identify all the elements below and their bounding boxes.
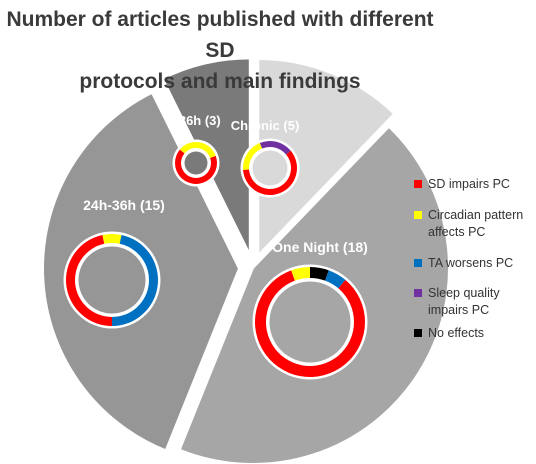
legend-item-no-effects: No effects: [414, 325, 536, 342]
legend-label: SD impairs PC: [428, 177, 510, 191]
donut-segment-ta-worsens-pc: [112, 235, 158, 326]
chart-title: Number of articles published with differ…: [0, 4, 440, 97]
donut-segment-ta-worsens-pc: [325, 270, 346, 289]
donut-segment-circadian-pattern-affects-pc: [291, 267, 310, 281]
legend-label: No effects: [428, 326, 485, 340]
legend-label: Circadian pattern affects PC: [428, 208, 524, 239]
legend-swatch-black: [414, 329, 422, 337]
donut-hole: [269, 281, 351, 363]
donut-inner-edge: [249, 147, 291, 189]
donut-segment-sleep-quality-impairs-pc: [259, 141, 291, 155]
donut-segment-no-effects: [310, 267, 329, 281]
slice-label-gt36: >36h (3): [171, 113, 221, 128]
donut-segment-sd-impairs-pc: [66, 235, 112, 326]
legend-label: Sleep quality impairs PC: [428, 286, 500, 317]
slice-label-chronic: Chronic (5): [231, 118, 300, 133]
pie-slice-chronic: [257, 58, 396, 258]
legend-item-sd-impairs: SD impairs PC: [414, 176, 536, 193]
legend-swatch-yellow: [414, 211, 422, 219]
donut-segment-sd-impairs-pc: [175, 149, 218, 185]
donut-inner-edge: [181, 148, 211, 178]
donut-segment-circadian-pattern-affects-pc: [102, 234, 122, 244]
legend: SD impairs PC Circadian pattern affects …: [414, 176, 536, 342]
donut-segment-sd-impairs-pc: [243, 150, 297, 195]
donut-inner-edge: [75, 243, 149, 317]
donut-segment-circadian-pattern-affects-pc: [242, 142, 263, 170]
legend-swatch-blue: [414, 259, 422, 267]
legend-item-circadian: Circadian pattern affects PC: [414, 207, 536, 241]
slice-label-one-night: One Night (18): [272, 239, 368, 255]
legend-swatch-purple: [414, 289, 422, 297]
donut-segment-circadian-pattern-affects-pc: [179, 142, 216, 158]
legend-item-sleep-quality: Sleep quality impairs PC: [414, 285, 536, 319]
chart-title-line-1: Number of articles published with differ…: [6, 8, 434, 62]
chart-title-line-2: protocols and main findings: [79, 70, 361, 93]
legend-label: TA worsens PC: [428, 256, 514, 270]
donut-hole: [252, 150, 288, 186]
donut-hole: [78, 246, 146, 314]
legend-item-ta-worsens: TA worsens PC: [414, 255, 536, 272]
legend-swatch-red: [414, 180, 422, 188]
donut-hole: [184, 151, 208, 175]
donut-inner-edge: [266, 278, 354, 366]
slice-label-24-36: 24h-36h (15): [83, 197, 165, 213]
